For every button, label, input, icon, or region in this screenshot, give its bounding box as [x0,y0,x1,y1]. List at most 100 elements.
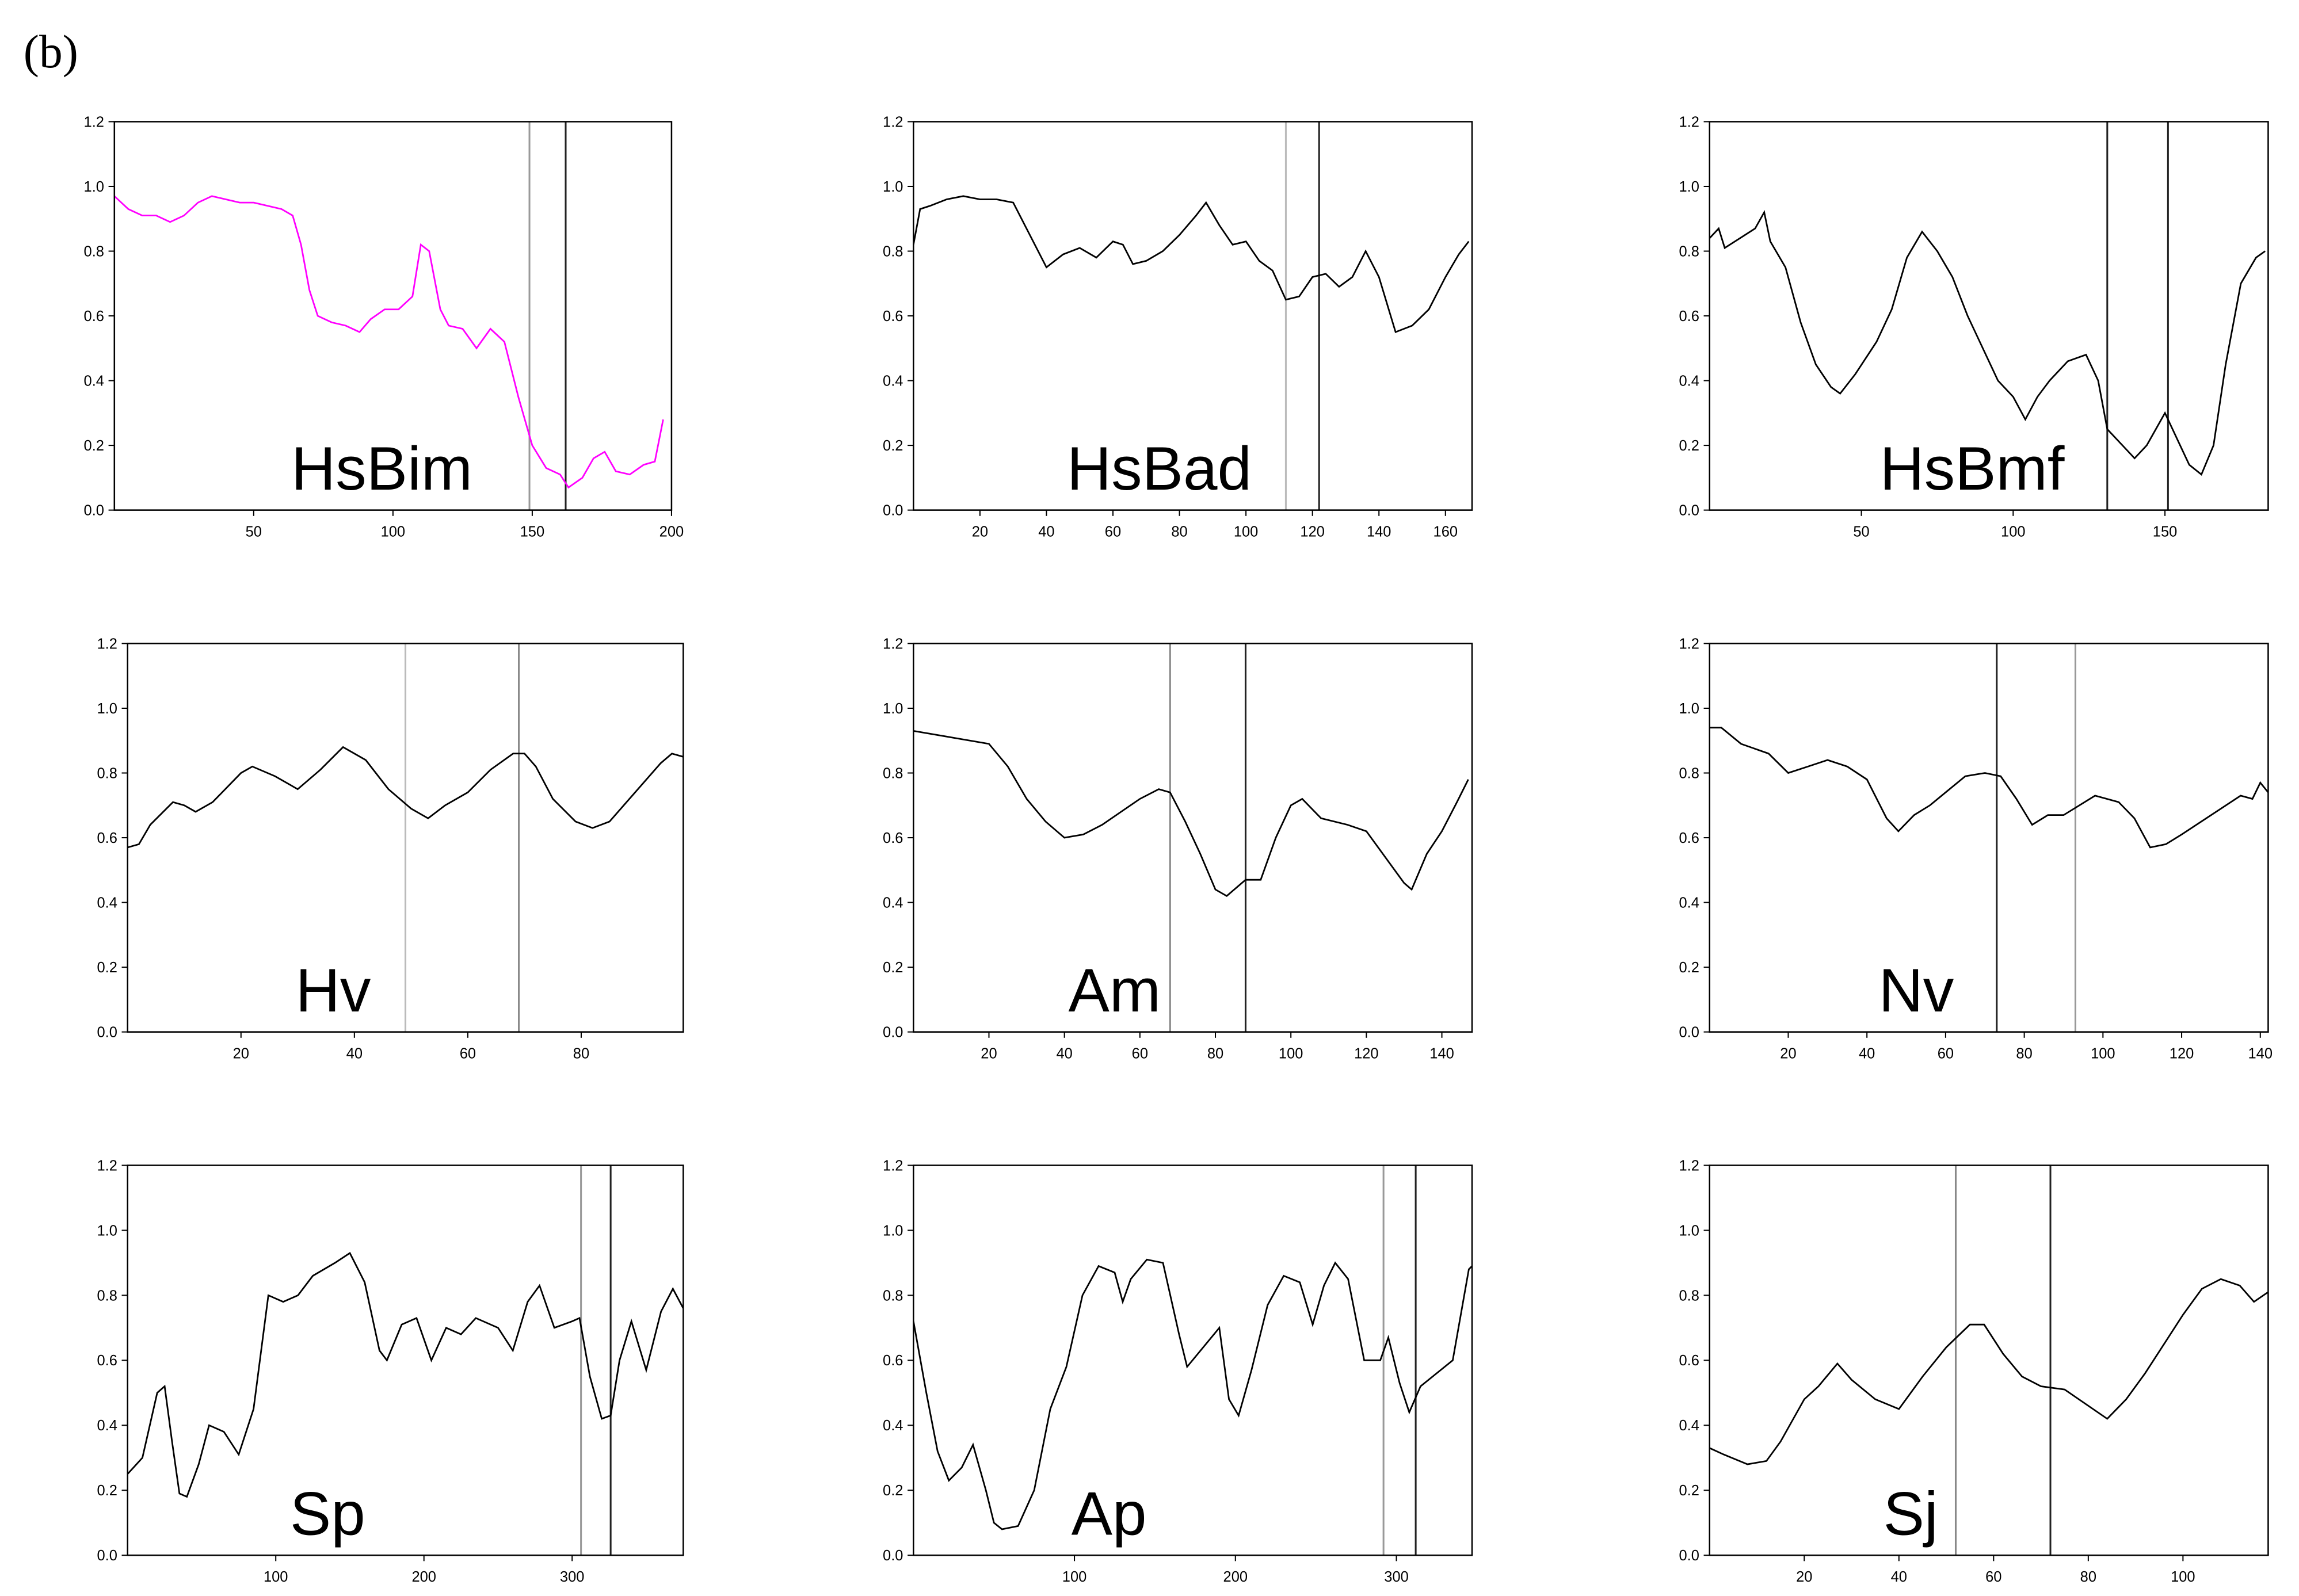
subplot: 0.0 0.2 0.4 0.6 0.8 1.0 1.2 100 200 300 Ap [883,1158,1473,1585]
y-tick-label: 1.0 [97,1223,117,1239]
plot-frame [913,121,1473,511]
y-tick-label: 1.0 [883,179,903,195]
subplot-label: Nv [1879,956,1954,1025]
y-tick-label: 1.2 [883,1158,903,1174]
x-tick-label: 20 [233,1045,249,1062]
y-tick-label: 0.2 [883,960,903,976]
subplot-label: Sp [290,1479,365,1548]
y-tick-label: 0.6 [84,308,104,324]
data-line [113,195,664,489]
x-tick-label: 40 [1891,1569,1907,1585]
y-tick-label: 0.2 [1679,1483,1699,1499]
y-tick-label: 0.6 [1679,830,1699,846]
y-tick-label: 0.8 [1679,765,1699,781]
subplot: 0.0 0.2 0.4 0.6 0.8 1.0 1.2 20 40 60 80 100 120 140 16… [883,114,1473,540]
y-tick-label: 0.6 [883,1353,903,1369]
y-tick-label: 1.2 [1679,1158,1699,1174]
y-tick-label: 0.0 [1679,503,1699,519]
x-tick-label: 150 [2153,524,2178,540]
y-tick-label: 1.2 [883,636,903,652]
y-tick-label: 0.2 [883,1483,903,1499]
y-tick-label: 0.8 [97,1288,117,1304]
y-tick-label: 1.0 [1679,1223,1699,1239]
x-tick-label: 200 [411,1569,436,1585]
y-tick-label: 0.0 [84,503,104,519]
x-tick-label: 200 [1223,1569,1248,1585]
y-tick-label: 0.4 [1679,895,1699,911]
y-tick-label: 0.4 [84,373,104,389]
x-tick-label: 40 [1038,524,1054,540]
data-line [1709,727,2269,849]
y-tick-label: 1.2 [97,636,117,652]
y-tick-label: 1.0 [97,701,117,717]
x-tick-label: 40 [1056,1045,1072,1062]
x-tick-label: 80 [1207,1045,1223,1062]
x-tick-label: 40 [1859,1045,1875,1062]
y-tick-label: 0.0 [1679,1025,1699,1041]
y-tick-label: 1.2 [883,114,903,130]
x-tick-label: 60 [460,1045,476,1062]
plot-frame [127,1164,684,1556]
y-tick-label: 1.0 [84,179,104,195]
subplot-label: Ap [1072,1479,1147,1548]
x-tick-label: 100 [1062,1569,1087,1585]
x-tick-label: 100 [2091,1045,2115,1062]
x-tick-label: 100 [381,524,406,540]
subplot-label: HsBmf [1879,434,2064,503]
x-tick-label: 50 [1853,524,1869,540]
subplot-label: Am [1069,956,1161,1025]
y-tick-label: 0.8 [97,765,117,781]
subplot-label: HsBim [291,434,472,503]
y-tick-label: 0.6 [883,308,903,324]
x-tick-label: 80 [1171,524,1187,540]
y-tick-label: 0.8 [883,1288,903,1304]
subplot-label: Hv [296,956,371,1025]
x-tick-label: 20 [972,524,988,540]
x-tick-label: 100 [1279,1045,1303,1062]
data-line [127,1251,684,1498]
subplot-label: Sj [1884,1479,1938,1548]
x-tick-label: 60 [1105,524,1121,540]
subplot: 0.0 0.2 0.4 0.6 0.8 1.0 1.2 20 40 60 80 100 120 140 Am [883,636,1473,1062]
x-tick-label: 40 [346,1045,363,1062]
x-tick-label: 140 [2248,1045,2273,1062]
y-tick-label: 0.0 [97,1025,117,1041]
y-tick-label: 0.8 [883,243,903,259]
subplot-label: HsBad [1067,434,1252,503]
x-tick-label: 100 [264,1569,288,1585]
y-tick-label: 0.0 [883,503,903,519]
x-tick-label: 80 [573,1045,589,1062]
x-tick-label: 120 [1354,1045,1379,1062]
y-tick-label: 0.2 [97,960,117,976]
data-line [1709,210,2266,476]
x-tick-label: 80 [2016,1045,2032,1062]
subplot: 0.0 0.2 0.4 0.6 0.8 1.0 1.2 20 40 60 80 100 Sj [1679,1158,2269,1585]
data-line [913,730,1469,898]
subplot: 0.0 0.2 0.4 0.6 0.8 1.0 1.2 50 100 150 HsBmf [1679,114,2269,540]
x-tick-label: 20 [1796,1569,1812,1585]
x-tick-label: 120 [1300,524,1325,540]
data-line [127,746,684,849]
x-tick-label: 140 [1429,1045,1454,1062]
x-tick-label: 60 [1985,1569,2001,1585]
y-tick-label: 0.4 [97,895,117,911]
y-tick-label: 0.8 [84,243,104,259]
subplot: 0.0 0.2 0.4 0.6 0.8 1.0 1.2 20 40 60 80 100 120 140 Nv [1679,636,2273,1062]
x-tick-label: 50 [246,524,262,540]
x-tick-label: 140 [1367,524,1391,540]
y-tick-label: 1.2 [97,1158,117,1174]
plot-frame [913,1164,1473,1556]
y-tick-label: 0.4 [883,1418,903,1434]
subplot: 0.0 0.2 0.4 0.6 0.8 1.0 1.2 50 100 150 200 HsBim [84,114,684,540]
x-tick-label: 160 [1433,524,1458,540]
y-tick-label: 0.4 [883,373,903,389]
subplot: 0.0 0.2 0.4 0.6 0.8 1.0 1.2 100 200 300 Sp [97,1158,684,1585]
y-tick-label: 0.4 [883,895,903,911]
y-tick-label: 0.8 [883,765,903,781]
x-tick-label: 150 [520,524,545,540]
x-tick-label: 80 [2080,1569,2096,1585]
plot-frame [113,121,673,511]
y-tick-label: 1.2 [1679,114,1699,130]
plot-frame [1709,121,2269,511]
x-tick-label: 100 [1234,524,1259,540]
